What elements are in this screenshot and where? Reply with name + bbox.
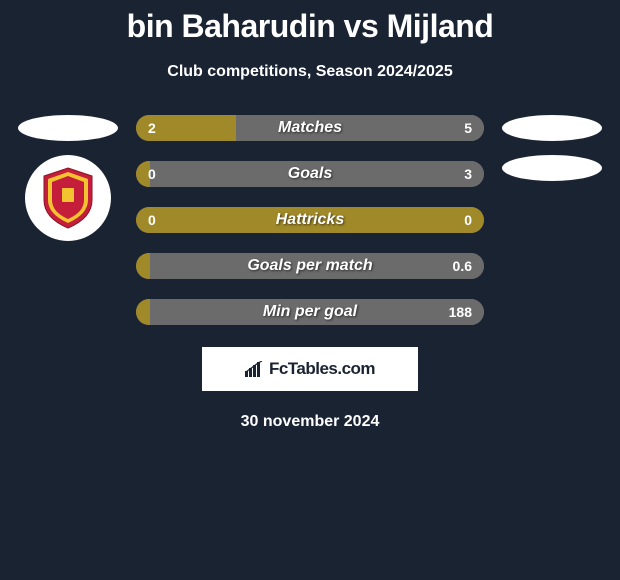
stat-label: Goals per match	[136, 253, 484, 279]
stat-label: Hattricks	[136, 207, 484, 233]
watermark-text: FcTables.com	[269, 359, 375, 379]
stat-label: Min per goal	[136, 299, 484, 325]
left-team-crest	[25, 155, 111, 241]
stat-bar: 188Min per goal	[136, 299, 484, 325]
stat-bar: 0.6Goals per match	[136, 253, 484, 279]
subtitle: Club competitions, Season 2024/2025	[167, 63, 452, 81]
right-player-col	[502, 115, 602, 181]
stat-bars: 25Matches 03Goals 00Hattricks 0.6Goals per …	[136, 115, 484, 325]
right-team-ellipse	[502, 155, 602, 181]
page-title: bin Baharudin vs Mijland	[127, 8, 494, 45]
right-player-ellipse	[502, 115, 602, 141]
left-player-ellipse	[18, 115, 118, 141]
date-label: 30 november 2024	[241, 413, 380, 431]
stat-label: Matches	[136, 115, 484, 141]
stat-bar: 00Hattricks	[136, 207, 484, 233]
stat-bar: 25Matches	[136, 115, 484, 141]
stat-bar: 03Goals	[136, 161, 484, 187]
shield-icon	[40, 166, 96, 230]
left-player-col	[18, 115, 118, 241]
comparison-row: 25Matches 03Goals 00Hattricks 0.6Goals per …	[0, 115, 620, 325]
watermark: FcTables.com	[202, 347, 418, 391]
stat-label: Goals	[136, 161, 484, 187]
chart-icon	[245, 361, 265, 377]
